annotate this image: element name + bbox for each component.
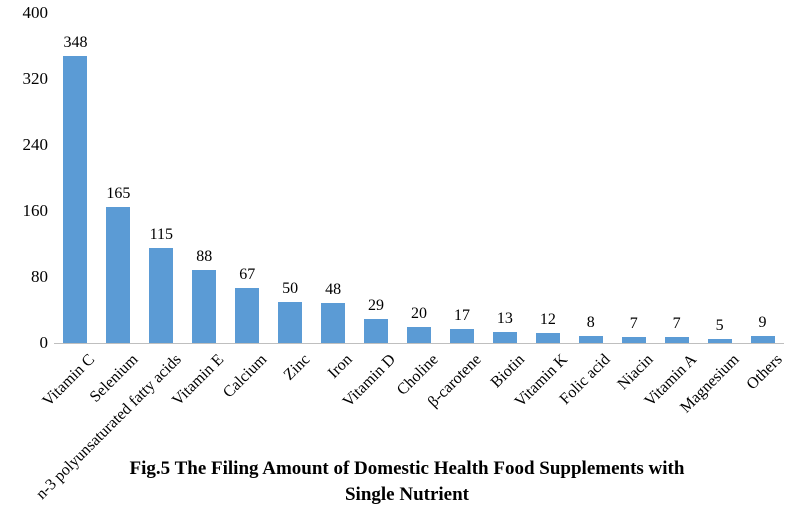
bar-value-label: 13: [496, 310, 513, 328]
y-axis-tick-label: 400: [22, 3, 49, 22]
bar-value-label: 7: [672, 315, 681, 333]
bar-value-label: 348: [63, 33, 88, 51]
bar-value-label: 9: [758, 313, 767, 331]
x-axis-category-label: Zinc: [280, 351, 314, 384]
caption-line-2: Single Nutrient: [344, 484, 470, 505]
bar-value-label: 67: [239, 265, 256, 283]
bar: [106, 206, 131, 343]
bar: [63, 55, 88, 343]
y-axis-tick-label: 240: [22, 135, 49, 154]
bar: [192, 270, 217, 343]
bar: [750, 335, 775, 343]
bar-value-label: 8: [586, 314, 595, 332]
y-axis-tick-label: 0: [39, 333, 49, 352]
bar-value-label: 48: [325, 281, 342, 299]
bar-value-label: 20: [411, 304, 427, 322]
x-axis-category-label: Calcium: [219, 351, 271, 402]
bar: [492, 332, 517, 343]
x-axis-line: [54, 343, 784, 344]
bar-value-label: 5: [715, 316, 724, 334]
bar-value-label: 12: [539, 311, 556, 329]
bar: [149, 248, 174, 343]
bar-value-label: 7: [629, 315, 638, 333]
caption-line-1: Fig.5 The Filing Amount of Domestic Heal…: [129, 458, 685, 479]
x-axis-category-label: Vitamin C: [39, 351, 99, 410]
bar-value-label: 50: [282, 279, 299, 297]
bar-value-label: 17: [453, 306, 470, 324]
y-axis-tick-label: 80: [31, 267, 48, 286]
bar-value-label: 115: [149, 226, 174, 244]
bar: [664, 337, 689, 343]
y-axis-tick-label: 160: [22, 201, 49, 220]
bar: [449, 328, 474, 343]
bar-value-label: 29: [368, 297, 385, 315]
y-axis-tick-label: 320: [22, 69, 49, 88]
x-axis-category-label: Iron: [325, 351, 357, 382]
bar: [707, 338, 732, 343]
bar: [578, 336, 603, 343]
bar-value-label: 88: [196, 248, 213, 266]
bar: [535, 333, 560, 343]
figure-caption: Fig.5 The Filing Amount of Domestic Heal…: [25, 456, 789, 508]
bar-value-label: 165: [106, 184, 131, 202]
bar: [364, 319, 389, 343]
bar: [621, 337, 646, 343]
bar: [235, 287, 260, 343]
bar: [321, 303, 346, 343]
x-axis-category-label: Others: [743, 351, 786, 394]
bar: [278, 301, 303, 343]
bar: [407, 326, 431, 343]
